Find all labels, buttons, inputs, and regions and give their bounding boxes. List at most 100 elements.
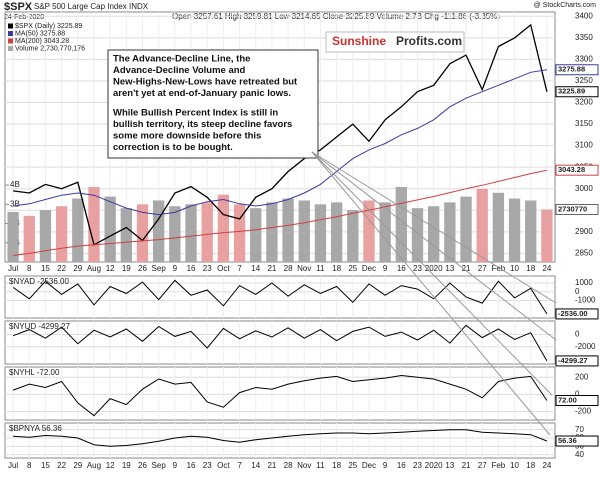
volume-bar: [411, 208, 424, 262]
x-tick-label: 9: [173, 461, 178, 470]
legend-entry: Volume 2,730,770,176: [15, 45, 85, 52]
panel-frame: [4, 11, 556, 263]
panel-title: $NYHL -72.00: [9, 368, 60, 377]
x-tick-label: Dec: [362, 461, 376, 470]
last-label-box: [555, 86, 599, 98]
y-tick-label: 70: [575, 425, 584, 434]
volume-bar: [120, 208, 132, 262]
legend-entry: MA(50) 3275.88: [15, 30, 65, 37]
annotation-line: The Advance-Decline Line, the: [113, 54, 250, 65]
volume-bar: [266, 202, 278, 262]
x-tick-label: 21: [462, 461, 471, 470]
trend-line: [311, 151, 557, 304]
volume-bar: [330, 202, 343, 262]
x-tick-label: 2020: [425, 264, 443, 273]
y-tick-label: 3250: [575, 76, 593, 85]
x-tick-label: 25: [348, 264, 357, 273]
x-tick-label: Sep: [152, 461, 167, 470]
x-tick-label: 10: [510, 461, 519, 470]
volume-bar: [541, 209, 553, 262]
panel-title: $BPNYA 56.36: [9, 424, 62, 433]
x-tick-label: 24: [542, 264, 551, 273]
x-tick-label: 11: [316, 264, 325, 273]
volume-bar: [282, 198, 294, 262]
date: 24-Feb-2020: [4, 14, 44, 21]
legend-entry: MA(200) 3043.28: [15, 38, 69, 45]
volume-bar: [395, 187, 407, 262]
last-label: 56.36: [558, 436, 577, 445]
volume-bar: [444, 202, 456, 262]
x-tick-label: Aug: [87, 461, 101, 470]
x-tick-label: 28: [284, 264, 293, 273]
legend-entry: $SPX (Daily) 3225.89: [15, 23, 82, 30]
x-tick-label: 18: [526, 264, 535, 273]
x-tick-label: 13: [445, 461, 454, 470]
volume-bar: [298, 200, 310, 262]
x-tick-label: 7: [237, 461, 242, 470]
volume-bar: [72, 198, 84, 262]
volume-bar: [23, 215, 35, 262]
x-tick-label: Feb: [491, 461, 505, 470]
last-label-box: [555, 164, 599, 176]
volume-bar: [428, 206, 440, 262]
x-tick-label: Jul: [8, 264, 18, 273]
trend-lines: [311, 151, 557, 436]
last-label: 72.00: [558, 395, 577, 404]
x-tick-label: Jul: [8, 461, 18, 470]
volume-bar: [492, 192, 505, 262]
x-tick-label: 22: [57, 264, 66, 273]
panel-frame: [4, 320, 556, 365]
x-tick-label: Nov: [297, 461, 311, 470]
trend-line: [311, 151, 551, 436]
x-tick-label: 19: [122, 461, 131, 470]
last-label-box: [555, 64, 599, 76]
annotation-line: Advance-Decline Volume and: [113, 65, 246, 76]
indicator-line: [12, 374, 548, 417]
volume-bar: [379, 202, 391, 262]
last-label-box: [555, 395, 599, 407]
y-tick-label: -200: [575, 407, 592, 416]
logo-text: Profits.com: [396, 34, 462, 48]
indicator-line: [12, 324, 548, 362]
volume-bar: [104, 196, 116, 262]
y-tick-label: 2900: [575, 227, 593, 236]
x-tick-label: 26: [138, 264, 147, 273]
panel-frame: [4, 422, 556, 459]
x-tick-label: 26: [138, 461, 147, 470]
x-tick-label: 21: [267, 264, 276, 273]
volume-bar: [476, 188, 488, 262]
x-tick-label: 21: [267, 461, 276, 470]
y-tick-label: 1000: [575, 278, 593, 287]
volume-bar: [217, 194, 230, 262]
volume-bar: [185, 204, 197, 262]
volume-bar: [136, 204, 149, 262]
last-label-box: [555, 203, 599, 215]
x-tick-label: 11: [316, 461, 325, 470]
x-tick-label: Dec: [362, 264, 376, 273]
x-tick-label: 8: [27, 461, 32, 470]
volume-bar: [460, 196, 472, 262]
y-tick-label: 0: [575, 287, 580, 296]
volume-bar: [525, 200, 537, 262]
volume-bar: [88, 187, 100, 262]
y-tick-label: 40: [575, 450, 584, 459]
y-tick-label: 3300: [575, 55, 593, 64]
last-label: -2536.00: [558, 309, 588, 318]
source: @ StockCharts.com: [534, 2, 597, 9]
x-tick-label: Nov: [297, 264, 311, 273]
x-tick-label: Oct: [217, 461, 230, 470]
volume-bar: [250, 208, 262, 262]
annotation-line: bullish territory, its steep decline fav…: [113, 119, 292, 130]
x-tick-label: 22: [57, 461, 66, 470]
panel-frame: [4, 366, 556, 421]
x-tick-label: 29: [73, 264, 82, 273]
x-tick-label: Aug: [87, 264, 101, 273]
price-line: [13, 169, 548, 256]
logo-box: [325, 31, 465, 53]
x-tick-label: 25: [348, 461, 357, 470]
x-tick-label: 18: [526, 461, 535, 470]
x-tick-label: 18: [332, 461, 341, 470]
legend-swatch: [8, 23, 13, 29]
y-tick-label: -1000: [575, 296, 596, 305]
